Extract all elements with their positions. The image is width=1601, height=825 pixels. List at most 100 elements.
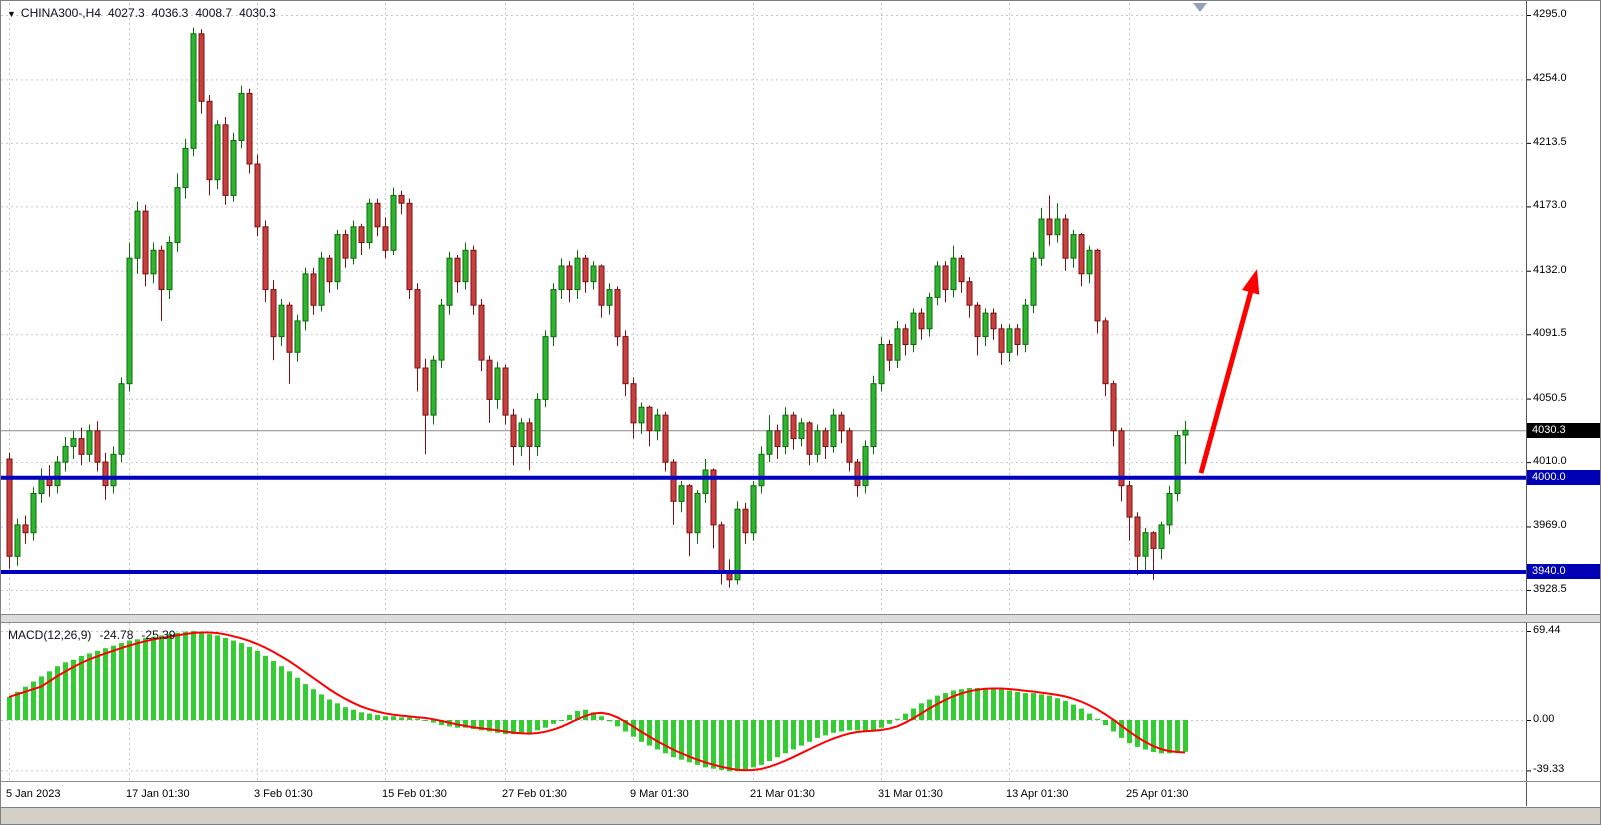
candle-body: [406, 202, 413, 291]
candle-body: [1118, 430, 1125, 487]
macd-bar: [223, 638, 228, 720]
price-tick-label: 4295.0: [1533, 8, 1567, 20]
time-tick-label: 17 Jan 01:30: [126, 788, 190, 800]
macd-bar: [775, 720, 780, 758]
macd-bar: [1023, 693, 1028, 720]
macd-bar: [943, 693, 948, 720]
macd-bar: [159, 635, 164, 720]
candle-body: [166, 242, 173, 291]
macd-bar: [1047, 695, 1052, 720]
macd-bar: [79, 655, 84, 720]
candle-body: [398, 194, 405, 204]
macd-bar: [719, 720, 724, 770]
macd-bar: [783, 720, 788, 754]
candle-body: [662, 414, 669, 463]
candle-body: [38, 477, 45, 494]
candle-body: [718, 524, 725, 573]
macd-bar: [735, 720, 740, 772]
macd-bar: [687, 720, 692, 763]
macd-bar: [15, 691, 20, 720]
candle-body: [1126, 485, 1133, 518]
quote-high: 4036.3: [151, 6, 189, 20]
macd-bar: [839, 720, 844, 732]
macd-bar: [87, 653, 92, 720]
candle-body: [790, 414, 797, 440]
candle-body: [686, 485, 693, 534]
macd-signal-value: -25.39: [141, 628, 176, 642]
macd-bar: [711, 720, 716, 769]
macd-bar: [983, 688, 988, 720]
macd-bar: [135, 639, 140, 720]
macd-bar: [247, 646, 252, 720]
candle-body: [1006, 328, 1013, 353]
macd-bar: [303, 684, 308, 720]
candle-body: [822, 430, 829, 447]
candlesticks: [6, 27, 1189, 588]
macd-bar: [703, 720, 708, 768]
macd-bar: [607, 720, 612, 722]
macd-bar: [391, 716, 396, 720]
candle-body: [1182, 429, 1189, 436]
panel-separator[interactable]: [1, 614, 1600, 623]
macd-bar: [63, 662, 68, 720]
price-tick-label: 4091.5: [1533, 327, 1567, 340]
time-tick-label: 13 Apr 01:30: [1006, 788, 1069, 800]
candle-body: [366, 202, 373, 244]
time-tick-label: 15 Feb 01:30: [382, 788, 447, 800]
macd-bar: [503, 720, 508, 735]
macd-bar: [863, 720, 868, 732]
candle-body: [782, 414, 789, 448]
candle-body: [582, 257, 589, 283]
trend-arrow-head[interactable]: [1242, 269, 1260, 295]
candle-body: [710, 469, 717, 526]
candle-body: [334, 234, 341, 283]
candle-body: [1014, 328, 1021, 345]
trend-arrow[interactable]: [1198, 269, 1260, 474]
candle-body: [86, 430, 93, 455]
candle-body: [950, 257, 957, 291]
candle-body: [382, 226, 389, 251]
macd-bar: [439, 720, 444, 726]
candle-body: [886, 344, 893, 361]
macd-bar: [1087, 713, 1092, 720]
one-click-trading-expander-icon[interactable]: ▼: [7, 9, 16, 19]
candle-body: [182, 147, 189, 189]
trend-arrow-shaft[interactable]: [1198, 287, 1255, 474]
candle-body: [1062, 218, 1069, 259]
candle-body: [1038, 218, 1045, 259]
macd-bar: [671, 720, 676, 758]
macd-tick-label: 0.00: [1533, 713, 1555, 725]
candle-body: [438, 304, 445, 361]
candle-body: [326, 257, 333, 283]
macd-bar: [191, 631, 196, 720]
candle-body: [526, 422, 533, 447]
candle-body: [646, 406, 653, 432]
candle-body: [630, 383, 637, 424]
candle-body: [158, 249, 165, 291]
candle-body: [1054, 218, 1061, 236]
macd-bar: [31, 681, 36, 720]
macd-bar: [871, 720, 876, 731]
macd-bar: [631, 720, 636, 737]
macd-bar: [103, 648, 108, 720]
candle-body: [174, 187, 181, 244]
macd-bar: [215, 635, 220, 720]
price-tick-label: 4010.0: [1533, 455, 1567, 468]
macd-bar: [919, 703, 924, 720]
candle-body: [742, 508, 749, 534]
time-axis[interactable]: 5 Jan 2023 17 Jan 01:30 3 Feb 01:30 15 Feb …: [1, 784, 1527, 806]
macd-bar: [127, 640, 132, 720]
candle-body: [918, 312, 925, 330]
chart-shift-marker-icon[interactable]: [1193, 3, 1207, 12]
macd-bar: [175, 632, 180, 720]
macd-bar: [1071, 704, 1076, 720]
macd-bar: [471, 720, 476, 729]
candle-body: [310, 273, 317, 306]
macd-bar: [543, 720, 548, 728]
macd-bar: [551, 720, 556, 724]
candle-body: [486, 359, 493, 400]
price-axis[interactable]: 4295.0 4254.0 4213.5 4173.0 4132.0 4091.5 4050…: [1528, 1, 1600, 806]
candle-body: [750, 485, 757, 534]
horizontal-scrollbar[interactable]: [1, 807, 1600, 824]
